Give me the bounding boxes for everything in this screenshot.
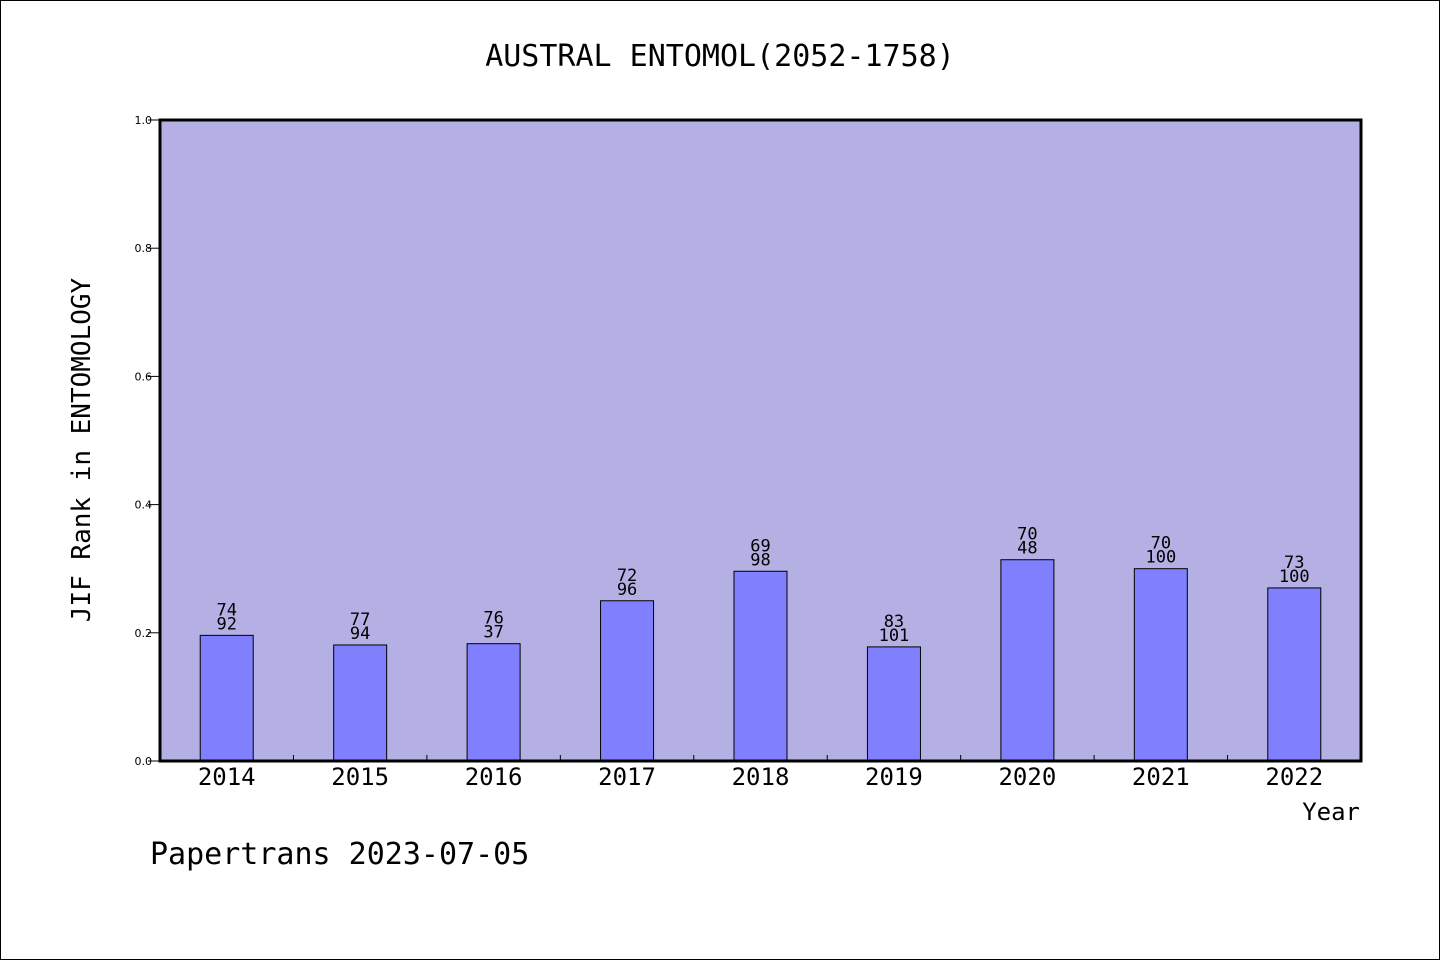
x-tick-label: 2018 [732,763,790,791]
x-tick-label: 2019 [865,763,923,791]
y-tick-label: 0.8 [135,242,153,255]
bar-rank-label: 69 [750,536,770,556]
bar-total-label: 98 [750,550,770,570]
bar-rank-label: 77 [350,610,370,630]
bar-rank-label: 83 [884,612,904,632]
bar-total-label: 37 [483,623,503,643]
x-axis-label: Year [1302,798,1360,826]
bar-total-label: 100 [1279,567,1310,587]
bar-rank-label: 70 [1017,525,1037,545]
bar-rank-label: 72 [617,566,637,586]
bar [733,570,788,762]
y-tick-label: 0.6 [135,370,153,383]
bar [199,634,254,762]
footer-text: Papertrans 2023-07-05 [150,837,529,872]
x-tick-label: 2016 [465,763,523,791]
y-axis: 0.0 0.2 0.4 0.6 0.8 1.0 [135,114,160,768]
x-tick-label: 2015 [331,763,389,791]
x-tick-label: 2021 [1132,763,1190,791]
bar-rank-label: 73 [1284,553,1304,573]
plot-border [158,118,1363,763]
x-tick-label: 2022 [1265,763,1323,791]
y-axis-label: JIF Rank in ENTOMOLOGY [67,277,97,622]
bar [466,643,521,762]
bar-rank-label: 74 [216,600,236,620]
y-tick-label: 0.4 [135,499,153,512]
y-tick-label: 1.0 [135,114,153,127]
x-tick-label: 2014 [198,763,256,791]
bar-total-label: 101 [879,626,910,646]
x-axis: 2014 2015 2016 2017 2018 2019 2020 2021 2022 [198,755,1323,791]
bar [866,646,921,762]
y-tick-label: 0.0 [135,755,153,768]
x-tick-label: 2017 [598,763,656,791]
x-tick-label: 2020 [998,763,1056,791]
bar [1267,587,1322,762]
bar [1000,559,1055,762]
bar [333,644,388,762]
bar-rank-label: 76 [483,609,503,629]
bar-total-label: 92 [216,614,236,634]
chart-title: AUSTRAL ENTOMOL(2052-1758) [485,39,955,74]
bar-total-label: 94 [350,624,370,644]
bar-total-label: 48 [1017,539,1037,559]
bar [1133,568,1188,762]
bar [600,600,655,762]
bar-rank-label: 70 [1151,534,1171,554]
bar-total-label: 100 [1145,548,1176,568]
bar-total-label: 96 [617,580,637,600]
y-tick-label: 0.2 [135,627,153,640]
